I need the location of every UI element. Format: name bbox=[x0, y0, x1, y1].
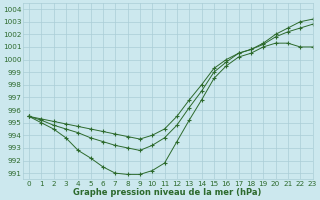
X-axis label: Graphe pression niveau de la mer (hPa): Graphe pression niveau de la mer (hPa) bbox=[74, 188, 262, 197]
